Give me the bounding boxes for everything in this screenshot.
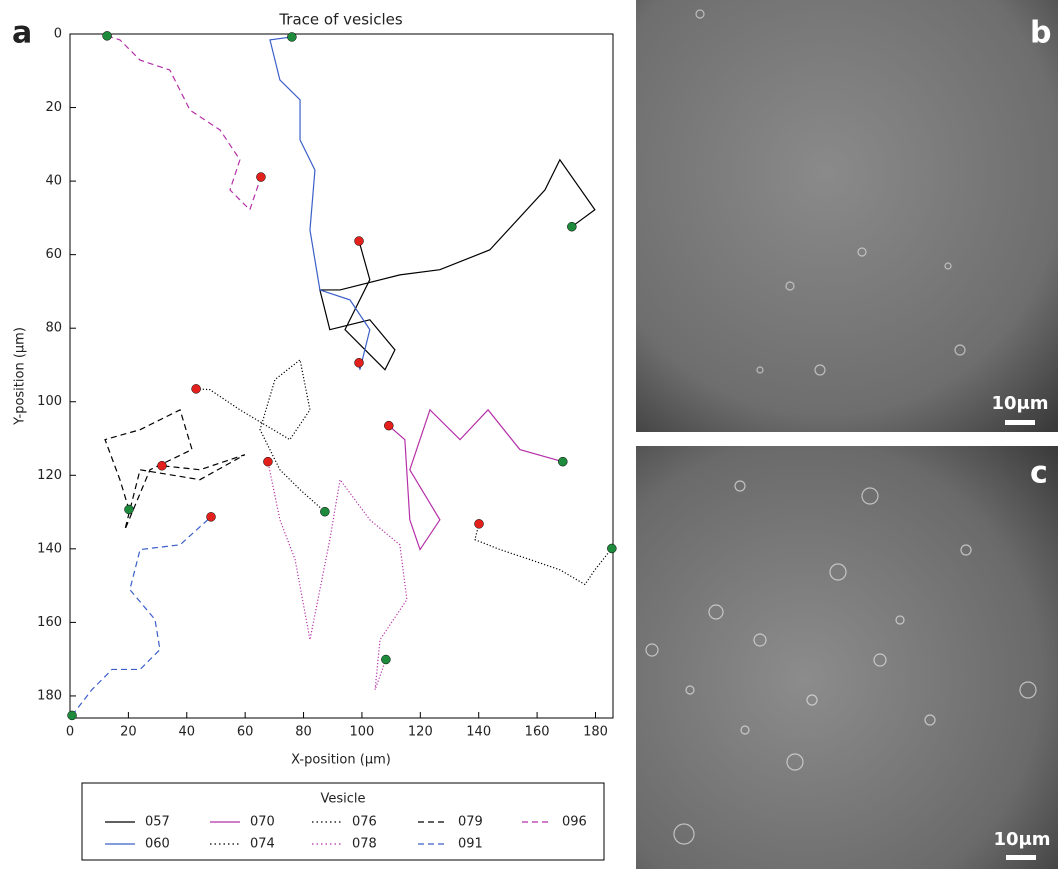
micrograph [636, 446, 1058, 869]
x-tick-label: 180 [583, 725, 608, 740]
x-tick-label: 100 [350, 725, 375, 740]
x-tick-label: 80 [295, 725, 312, 740]
y-tick-label: 100 [37, 394, 62, 409]
x-tick-label: 20 [120, 725, 137, 740]
legend-label: 091 [458, 837, 483, 852]
end-point [355, 237, 364, 246]
end-point [207, 512, 216, 521]
start-point [124, 505, 133, 514]
end-point [157, 461, 166, 470]
y-tick-label: 0 [54, 27, 62, 42]
start-point [558, 457, 567, 466]
y-tick-label: 180 [37, 688, 62, 703]
x-tick-label: 0 [66, 725, 74, 740]
end-point [475, 519, 484, 528]
start-point [567, 222, 576, 231]
end-point [263, 457, 272, 466]
y-tick-label: 120 [37, 468, 62, 483]
scale-bar [1006, 855, 1036, 860]
y-axis-label: Y-position (μm) [13, 327, 28, 426]
panel-label: a [12, 16, 32, 51]
x-tick-label: 120 [408, 725, 433, 740]
scale-bar-label: 10μm [993, 829, 1050, 850]
legend-label: 076 [352, 815, 377, 830]
y-tick-label: 160 [37, 615, 62, 630]
legend-title: Vesicle [320, 792, 365, 807]
legend-label: 074 [250, 837, 275, 852]
panel-label: c [1030, 456, 1048, 491]
y-tick-label: 140 [37, 541, 62, 556]
start-point [607, 544, 616, 553]
legend-label: 079 [458, 815, 483, 830]
y-tick-label: 80 [45, 321, 62, 336]
scale-bar-label: 10μm [991, 393, 1048, 414]
legend-label: 070 [250, 815, 275, 830]
y-tick-label: 60 [45, 247, 62, 262]
legend-label: 057 [145, 815, 170, 830]
end-point [256, 173, 265, 182]
start-point [381, 655, 390, 664]
panel-label: b [1030, 16, 1051, 51]
y-tick-label: 20 [45, 100, 62, 115]
start-point [320, 507, 329, 516]
chart-title: Trace of vesicles [278, 11, 403, 29]
start-point [68, 711, 77, 720]
end-point [355, 358, 364, 367]
x-tick-label: 140 [466, 725, 491, 740]
y-tick-label: 40 [45, 174, 62, 189]
x-tick-label: 40 [179, 725, 196, 740]
x-tick-label: 160 [525, 725, 550, 740]
x-axis-label: X-position (μm) [291, 753, 391, 768]
legend-label: 060 [145, 837, 170, 852]
legend-label: 096 [562, 815, 587, 830]
start-point [103, 31, 112, 40]
micrograph [636, 0, 1058, 432]
legend-label: 078 [352, 837, 377, 852]
end-point [384, 421, 393, 430]
figure: a b 10μm c 10μm Trace of vesicles X-posi… [0, 0, 1058, 869]
start-point [287, 32, 296, 41]
end-point [192, 384, 201, 393]
x-tick-label: 60 [237, 725, 254, 740]
scale-bar [1005, 420, 1035, 425]
